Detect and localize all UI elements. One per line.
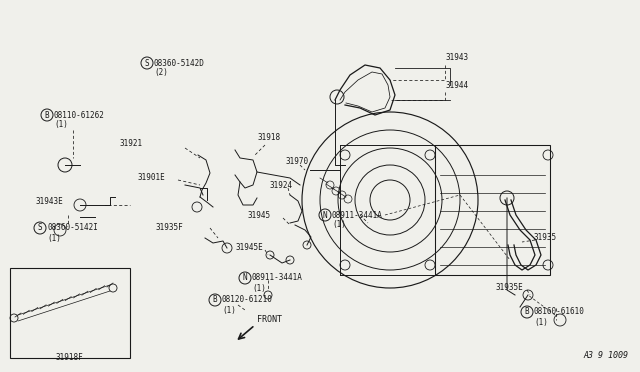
Text: 08110-61262: 08110-61262	[54, 110, 105, 119]
Text: 31935E: 31935E	[495, 283, 523, 292]
Text: (2): (2)	[154, 68, 168, 77]
Text: FRONT: FRONT	[257, 315, 282, 324]
Text: S: S	[145, 58, 149, 67]
Text: (1): (1)	[54, 121, 68, 129]
Text: 31944: 31944	[445, 80, 468, 90]
Text: B: B	[525, 308, 529, 317]
Text: N: N	[323, 211, 327, 219]
Bar	[10, 268, 130, 358]
Text: 31918: 31918	[258, 134, 281, 142]
Text: 31945E: 31945E	[235, 244, 263, 253]
Text: N: N	[243, 273, 247, 282]
Text: B: B	[45, 110, 49, 119]
Text: (1): (1)	[47, 234, 61, 243]
Text: 08120-61210: 08120-61210	[222, 295, 273, 305]
Text: 31918F: 31918F	[55, 353, 83, 362]
Text: (1): (1)	[534, 317, 548, 327]
Bar	[435, 145, 550, 275]
Text: 08160-61610: 08160-61610	[534, 308, 585, 317]
Text: 31935F: 31935F	[155, 224, 183, 232]
Text: 08360-5142I: 08360-5142I	[47, 224, 98, 232]
Text: 31921: 31921	[120, 138, 143, 148]
Text: 31935: 31935	[533, 234, 556, 243]
Text: 31970: 31970	[285, 157, 308, 167]
Text: A3 9 1009: A3 9 1009	[583, 351, 628, 360]
Text: (1): (1)	[222, 305, 236, 314]
Text: S: S	[38, 224, 42, 232]
Text: (1): (1)	[332, 221, 346, 230]
Text: 31943E: 31943E	[35, 198, 63, 206]
Text: 31924: 31924	[270, 180, 293, 189]
Text: 08911-3441A: 08911-3441A	[252, 273, 303, 282]
Text: 08911-3441A: 08911-3441A	[332, 211, 383, 219]
Text: 31945: 31945	[248, 211, 271, 219]
Text: 31901E: 31901E	[137, 173, 164, 183]
Text: B: B	[212, 295, 218, 305]
Text: (1): (1)	[252, 283, 266, 292]
Text: 31943: 31943	[445, 52, 468, 61]
Text: 08360-5142D: 08360-5142D	[154, 58, 205, 67]
